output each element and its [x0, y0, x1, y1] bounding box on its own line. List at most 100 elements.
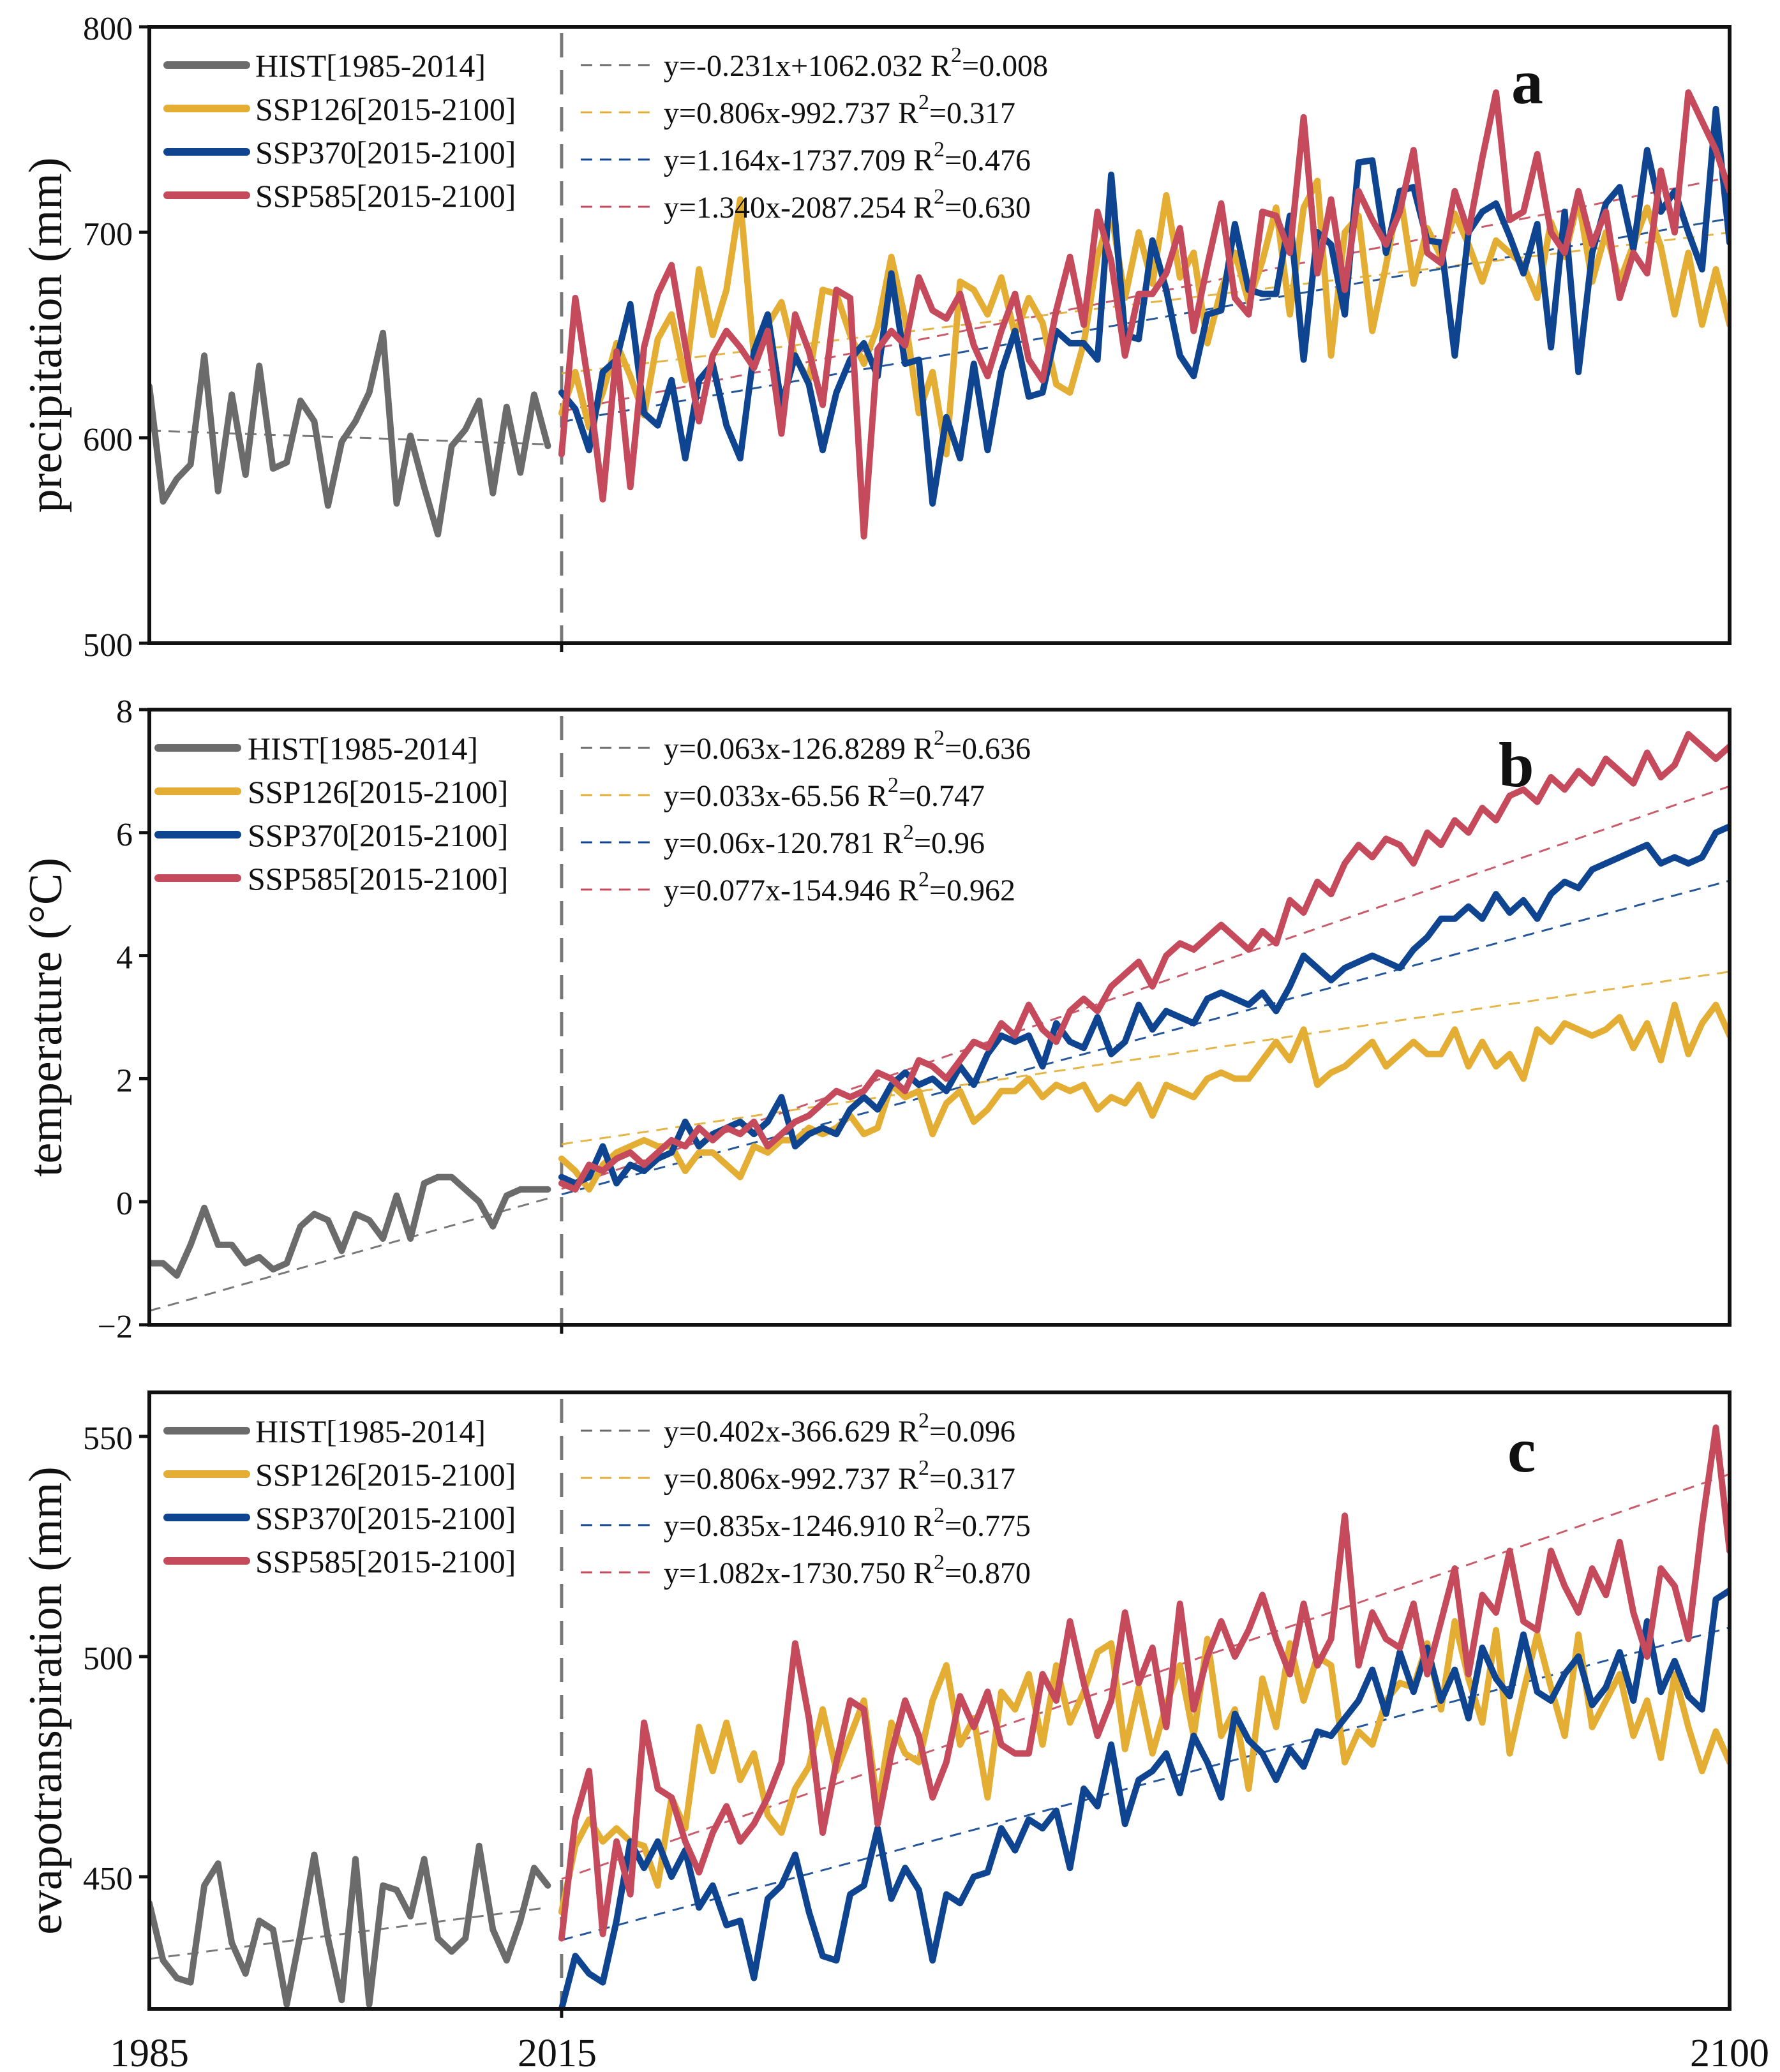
data-point-ssp126 — [711, 1770, 714, 1773]
data-point-ssp126 — [560, 1157, 563, 1160]
data-point-hist — [368, 2003, 371, 2006]
data-point-ssp126 — [1632, 1047, 1635, 1050]
data-point-ssp585 — [1192, 1708, 1195, 1711]
data-point-ssp370 — [1260, 991, 1264, 994]
data-point-ssp126 — [999, 276, 1003, 279]
data-point-ssp126 — [780, 301, 783, 304]
series-line-hist — [151, 329, 551, 538]
data-point-ssp370 — [1714, 831, 1717, 834]
data-point-ssp126 — [945, 452, 948, 456]
data-point-ssp126 — [890, 1721, 893, 1724]
data-point-ssp126 — [904, 1096, 907, 1099]
data-point-ssp370 — [1165, 1010, 1168, 1013]
data-point-ssp126 — [1178, 1089, 1181, 1092]
series-line-hist — [151, 1174, 551, 1279]
plot-frame — [147, 708, 1731, 1327]
data-point-ssp585 — [1068, 1010, 1072, 1013]
data-point-ssp585 — [1220, 1620, 1223, 1623]
data-point-ssp370 — [835, 1959, 838, 1962]
data-point-hist — [203, 354, 206, 357]
data-point-ssp370 — [643, 1170, 646, 1172]
data-point-ssp126 — [1618, 1673, 1621, 1676]
data-point-ssp585 — [1426, 831, 1429, 834]
legend-label-ssp585: SSP585[2015-2100] — [255, 1544, 516, 1579]
trend-line-ssp585 — [561, 786, 1728, 1190]
data-point-ssp370 — [1357, 161, 1360, 164]
data-point-ssp370 — [1220, 1796, 1223, 1799]
data-point-ssp370 — [643, 412, 646, 415]
data-point-ssp370 — [574, 407, 577, 410]
data-point-ssp585 — [1439, 1620, 1442, 1623]
data-point-ssp370 — [1453, 1668, 1456, 1671]
data-point-ssp585 — [1316, 272, 1319, 275]
data-point-ssp126 — [1123, 1101, 1126, 1105]
data-point-ssp370 — [1645, 844, 1649, 847]
data-point-ssp370 — [752, 1133, 756, 1136]
data-point-ssp585 — [876, 1071, 879, 1074]
data-point-ssp585 — [1096, 210, 1099, 213]
data-point-hist — [505, 1959, 508, 1962]
y-tick-label: 550 — [83, 1420, 133, 1457]
data-point-ssp126 — [972, 1120, 975, 1123]
data-point-ssp126 — [917, 1089, 920, 1092]
data-point-ssp370 — [1041, 1827, 1044, 1830]
data-point-ssp370 — [999, 370, 1003, 373]
data-point-ssp585 — [1426, 1673, 1429, 1676]
data-point-ssp370 — [999, 1827, 1003, 1830]
data-point-ssp126 — [1302, 1028, 1305, 1031]
data-point-ssp126 — [766, 1151, 769, 1154]
data-point-ssp585 — [1412, 149, 1415, 152]
data-point-ssp370 — [972, 1875, 975, 1878]
data-point-ssp370 — [1137, 1778, 1141, 1782]
data-point-hist — [313, 1212, 316, 1216]
data-point-ssp585 — [698, 1126, 701, 1129]
data-point-ssp370 — [1137, 338, 1141, 341]
data-point-ssp585 — [1343, 288, 1347, 292]
data-point-ssp585 — [1178, 942, 1181, 945]
data-point-hist — [409, 434, 412, 437]
data-point-ssp370 — [890, 1897, 893, 1900]
data-point-ssp585 — [1260, 210, 1264, 213]
data-point-ssp370 — [1068, 341, 1072, 345]
data-point-ssp370 — [1110, 173, 1113, 176]
data-point-ssp585 — [587, 1163, 590, 1166]
data-point-ssp370 — [1426, 1646, 1429, 1650]
data-point-ssp370 — [1714, 107, 1717, 110]
trend-equation-ssp585: y=0.077x-154.946 R2=0.962 — [664, 868, 1015, 907]
data-point-ssp585 — [972, 1725, 975, 1729]
data-point-ssp585 — [1151, 292, 1154, 295]
data-point-ssp370 — [1041, 391, 1044, 394]
data-point-ssp370 — [560, 391, 563, 394]
data-point-ssp585 — [615, 1157, 618, 1160]
data-point-ssp370 — [698, 378, 701, 382]
data-point-ssp370 — [807, 383, 811, 386]
y-axis-label: temperature (°C) — [20, 858, 72, 1177]
data-point-ssp126 — [684, 378, 687, 382]
data-point-ssp585 — [766, 1145, 769, 1148]
data-point-ssp370 — [1563, 210, 1566, 213]
data-point-ssp370 — [1343, 313, 1347, 316]
data-point-ssp370 — [1371, 159, 1374, 162]
data-point-ssp585 — [1659, 169, 1663, 172]
data-point-ssp585 — [1467, 231, 1470, 234]
trend-line-ssp126 — [561, 971, 1728, 1145]
data-point-ssp585 — [1096, 1010, 1099, 1013]
data-point-ssp585 — [959, 1059, 962, 1062]
data-point-ssp126 — [656, 1145, 659, 1148]
data-point-ssp126 — [1013, 1089, 1017, 1092]
legend-label-hist: HIST[1985-2014] — [255, 48, 486, 84]
data-point-ssp585 — [1522, 1620, 1525, 1623]
data-point-ssp585 — [945, 1077, 948, 1080]
data-point-ssp585 — [917, 276, 920, 279]
data-point-ssp585 — [1481, 807, 1484, 810]
data-point-ssp585 — [1041, 1028, 1044, 1031]
data-point-ssp126 — [1275, 1725, 1278, 1729]
data-point-hist — [313, 1853, 316, 1856]
data-point-hist — [368, 1219, 371, 1222]
data-point-ssp370 — [835, 391, 838, 394]
data-point-ssp370 — [629, 1163, 632, 1166]
data-point-ssp585 — [1687, 91, 1690, 94]
data-point-ssp370 — [1357, 1699, 1360, 1702]
data-point-ssp126 — [1398, 1681, 1402, 1685]
legend-label-ssp585: SSP585[2015-2100] — [248, 861, 508, 897]
